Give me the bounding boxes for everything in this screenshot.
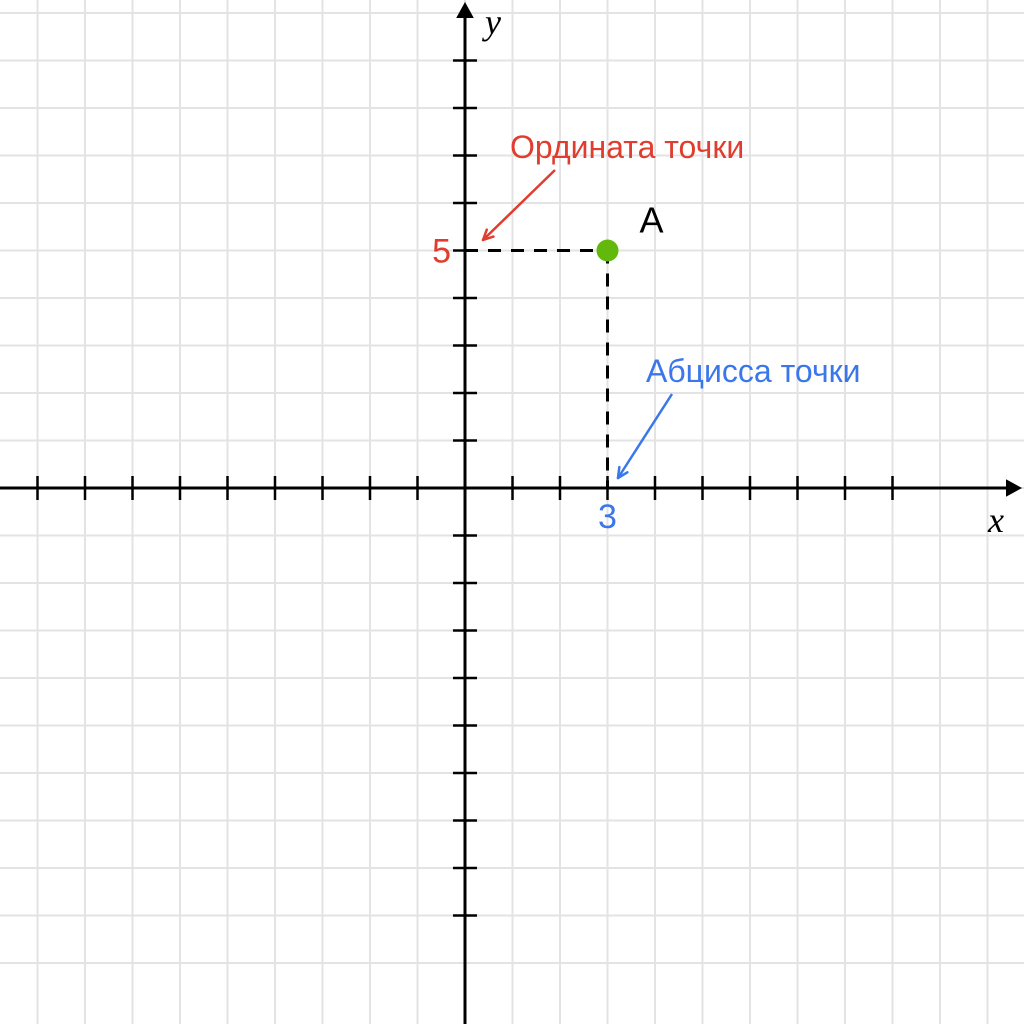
x-axis-label: x	[987, 500, 1004, 540]
x-axis-arrow	[1006, 479, 1022, 497]
ordinate-arrow-line	[483, 170, 555, 240]
abscissa-arrow-line	[618, 394, 672, 478]
abscissa-annotation: Абцисса точки	[646, 353, 861, 389]
abscissa-value: 3	[598, 498, 617, 536]
ordinate-annotation: Ордината точки	[510, 129, 744, 165]
ordinate-value: 5	[432, 233, 451, 271]
y-axis-arrow	[456, 2, 474, 18]
y-axis-label: y	[482, 2, 501, 42]
point-a	[597, 240, 619, 262]
point-a-label: A	[640, 200, 664, 241]
